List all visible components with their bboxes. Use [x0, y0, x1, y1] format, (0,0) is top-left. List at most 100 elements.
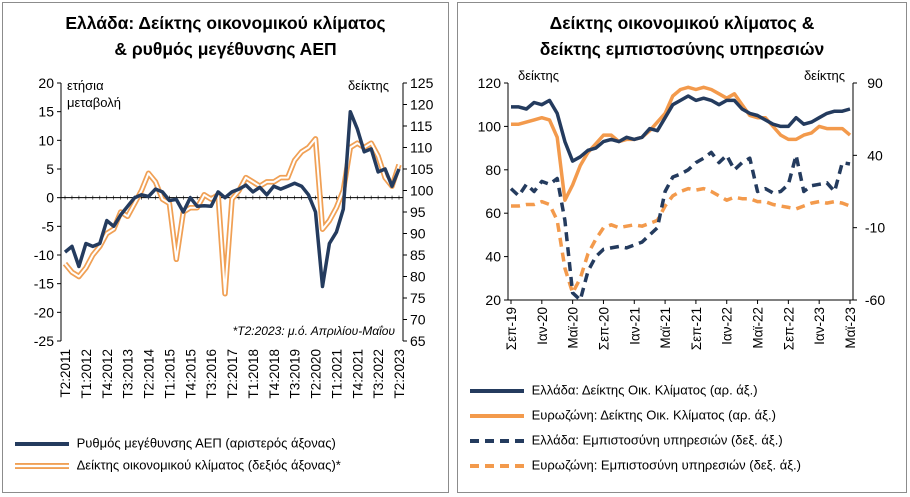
- left-y-tick-label: -5: [42, 218, 55, 234]
- right-legend-item-ez-esi: Ευρωζώνη: Δείκτης Οικ. Κλίματος (αρ. άξ.…: [466, 406, 776, 424]
- right-chart-title-line2: δείκτης εμπιστοσύνης υπηρεσιών: [539, 39, 825, 59]
- right-y-tick-label: 115: [410, 118, 433, 134]
- right-chart-left-axis-label: δείκτης: [518, 68, 559, 83]
- left-x-tick-label: Τ4:2015: [183, 349, 198, 399]
- right-chart-y-right-tick-label: 40: [867, 147, 883, 163]
- right-chart-x-tick-label: Σεπ-21: [689, 307, 704, 350]
- left-x-tick-label: Τ4:2021: [350, 349, 365, 399]
- right-y-tick-label: 75: [410, 290, 426, 306]
- right-chart-y-left-tick-label: 60: [485, 205, 501, 221]
- right-chart-y-left-tick-label: 80: [485, 162, 501, 178]
- left-x-tick-label: Τ1:2015: [162, 349, 177, 399]
- left-chart-panel: Ελλάδα: Δείκτης οικονομικού κλίματος & ρ…: [2, 2, 449, 493]
- right-y-tick-label: 105: [410, 161, 434, 177]
- right-legend: Ελλάδα: Δείκτης Οικ. Κλίματος (αρ. άξ.) …: [466, 381, 902, 486]
- right-y-tick-label: 70: [410, 312, 426, 328]
- left-x-tick-label: Τ2:2014: [142, 349, 157, 399]
- right-legend-item-gr-esi: Ελλάδα: Δείκτης Οικ. Κλίματος (αρ. άξ.): [466, 381, 758, 399]
- series-gr-services-line: [509, 150, 851, 302]
- right-chart-panel: Δείκτης οικονομικού κλίματος & δείκτης ε…: [457, 2, 907, 493]
- left-x-tick-label: Τ3:2013: [121, 349, 136, 399]
- right-chart-x-tick-label: Μαϊ-23: [843, 307, 858, 349]
- right-chart-x-tick-label: Σεπ-19: [504, 307, 519, 350]
- left-chart-plot: -25 -20 -15 -10 -5 0 5 10 15 20 65 70 75 80 85 90 95 100 1…: [34, 75, 434, 399]
- right-chart-y-right-tick-label: 90: [867, 75, 883, 91]
- left-x-tick-label: Τ2:2017: [225, 349, 240, 399]
- left-y-tick-label: 0: [46, 190, 54, 206]
- right-chart-right-axis-label: δείκτης: [804, 68, 845, 83]
- right-chart-x-tick-label: Σεπ-20: [596, 307, 611, 350]
- left-x-tick-label: Τ3:2016: [204, 349, 219, 399]
- right-legend-label-ez-esi: Ευρωζώνη: Δείκτης Οικ. Κλίματος (αρ. άξ.…: [531, 407, 776, 423]
- right-legend-item-ez-services: Ευρωζώνη: Εμπιστοσύνη υπηρεσιών (δεξ. άξ…: [466, 456, 801, 474]
- left-x-tick-label: Τ2:2023: [392, 349, 407, 399]
- right-chart-plot: 20 40 60 80 100 120 -60 -10 40 90 δείκτης δείκτης Σε…: [478, 68, 886, 350]
- left-y-tick-label: 20: [38, 75, 54, 91]
- series-gr-esi-line: [511, 94, 851, 163]
- left-legend-swatch-gdp: [15, 441, 69, 446]
- right-axis-label: δείκτης: [348, 78, 389, 93]
- right-y-tick-label: 80: [410, 269, 426, 285]
- left-chart-note: *Τ2:2023: μ.ό. Απριλίου-Μαΐου: [233, 324, 396, 338]
- right-chart-title-line1: Δείκτης οικονομικού κλίματος &: [549, 13, 815, 33]
- left-axis-label-line1: ετήσια: [67, 78, 104, 93]
- right-chart-x-tick-label: Ιαν-22: [720, 307, 735, 345]
- right-legend-label-gr-services: Ελλάδα: Εμπιστοσύνη υπηρεσιών (δεξ. άξ.): [531, 432, 783, 448]
- left-x-tick-label: Τ3:2019: [288, 349, 303, 399]
- right-legend-swatch-ez-services: [470, 463, 524, 468]
- left-x-tick-label: Τ3:2022: [371, 349, 386, 399]
- right-legend-swatch-gr-esi: [470, 388, 524, 393]
- left-legend-label-esi: Δείκτης οικονομικού κλίματος (δεξιός άξο…: [76, 457, 341, 473]
- right-y-tick-label: 90: [410, 226, 426, 242]
- right-legend-label-gr-esi: Ελλάδα: Δείκτης Οικ. Κλίματος (αρ. άξ.): [531, 382, 758, 398]
- right-legend-item-gr-services: Ελλάδα: Εμπιστοσύνη υπηρεσιών (δεξ. άξ.): [466, 431, 783, 449]
- right-legend-swatch-gr-services: [470, 438, 524, 443]
- right-chart-x-tick-label: Σεπ-22: [781, 307, 796, 350]
- left-y-tick-label: -10: [34, 247, 54, 263]
- right-chart-y-left-tick-label: 100: [478, 118, 502, 134]
- left-legend-label-gdp: Ρυθμός μεγέθυνσης ΑΕΠ (αριστερός άξονας): [76, 435, 336, 451]
- left-axis-label-line2: μεταβολή: [67, 95, 121, 110]
- left-x-tick-label: Τ1:2021: [329, 349, 344, 399]
- right-chart-y-left-tick-label: 40: [485, 249, 501, 265]
- left-x-tick-label: Τ2:2011: [58, 349, 73, 398]
- left-y-tick-label: 5: [46, 161, 54, 177]
- right-chart-x-tick-label: Ιαν-21: [627, 307, 642, 345]
- left-y-tick-label: 15: [38, 104, 54, 120]
- left-x-tick-label: Τ2:2020: [309, 349, 324, 399]
- right-chart-x-tick-label: Μαϊ-22: [751, 307, 766, 349]
- right-chart-x-tick-label: Ιαν-23: [812, 307, 827, 345]
- right-chart-x-tick-label: Ιαν-20: [535, 307, 550, 345]
- right-chart-x-tick-label: Μαϊ-21: [658, 307, 673, 349]
- left-legend: Ρυθμός μεγέθυνσης ΑΕΠ (αριστερός άξονας)…: [11, 434, 443, 484]
- left-legend-swatch-esi: [15, 462, 69, 469]
- left-chart-title-line2: & ρυθμός μεγέθυνσης ΑΕΠ: [114, 39, 337, 59]
- right-y-tick-label: 65: [410, 333, 426, 349]
- series-gdp-line: [63, 109, 401, 289]
- left-x-tick-label: Τ4:2018: [267, 349, 282, 399]
- left-x-tick-label: Τ1:2012: [79, 349, 94, 399]
- left-y-tick-label: -20: [34, 304, 54, 320]
- left-legend-item-esi: Δείκτης οικονομικού κλίματος (δεξιός άξο…: [11, 456, 341, 474]
- left-y-tick-label: -25: [34, 333, 54, 349]
- right-legend-swatch-ez-esi: [470, 413, 524, 418]
- left-chart-title-line1: Ελλάδα: Δείκτης οικονομικού κλίματος: [65, 13, 386, 33]
- right-chart-y-left-tick-label: 20: [485, 292, 501, 308]
- series-ez-esi-line: [511, 85, 852, 202]
- right-chart-y-right-tick-label: -60: [865, 292, 885, 308]
- right-chart-x-tick-label: Μαϊ-20: [566, 307, 581, 349]
- right-chart-y-right-tick-label: -10: [865, 220, 885, 236]
- left-y-tick-label: 10: [38, 132, 54, 148]
- left-legend-item-gdp: Ρυθμός μεγέθυνσης ΑΕΠ (αριστερός άξονας): [11, 434, 336, 452]
- right-y-tick-label: 110: [410, 140, 433, 156]
- left-x-tick-label: Τ4:2012: [100, 349, 115, 399]
- right-y-tick-label: 125: [410, 75, 434, 91]
- right-y-tick-label: 100: [410, 183, 434, 199]
- right-y-tick-label: 95: [410, 204, 426, 220]
- right-y-tick-label: 120: [410, 97, 434, 113]
- left-x-tick-label: Τ1:2018: [246, 349, 261, 399]
- right-legend-label-ez-services: Ευρωζώνη: Εμπιστοσύνη υπηρεσιών (δεξ. άξ…: [531, 457, 801, 473]
- left-y-tick-label: -15: [34, 276, 54, 292]
- right-chart-y-left-tick-label: 120: [478, 75, 502, 91]
- right-y-tick-label: 85: [410, 247, 426, 263]
